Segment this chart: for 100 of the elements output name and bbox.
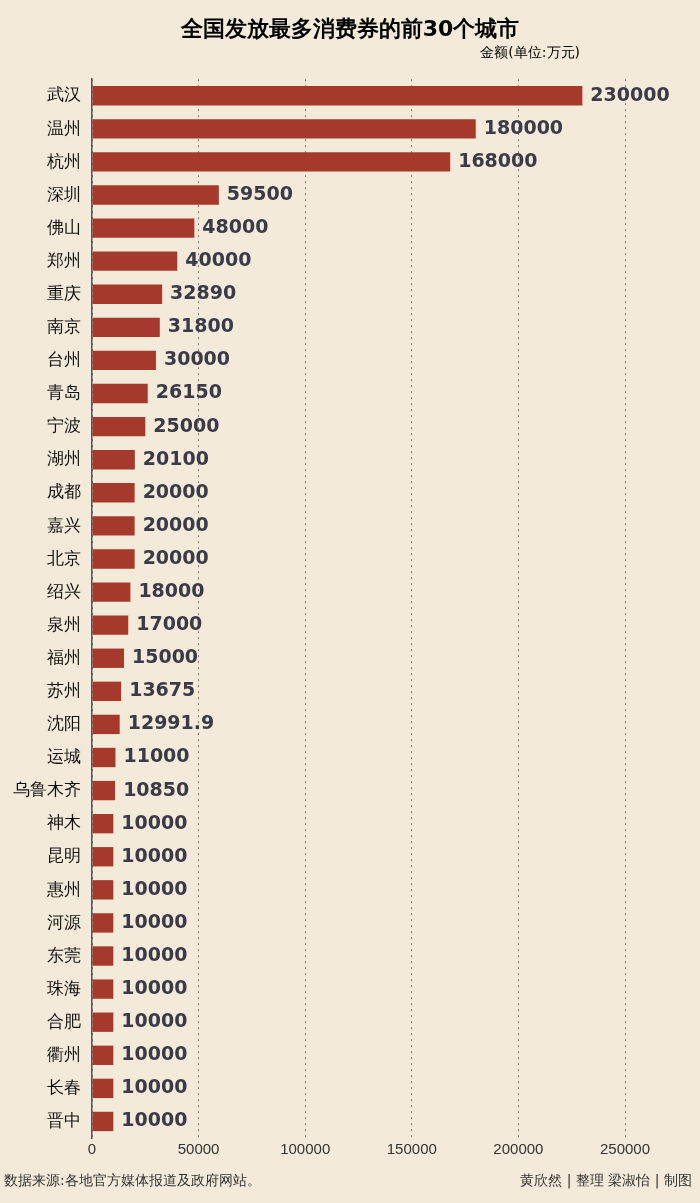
- y-tick-label: 运城: [47, 747, 81, 767]
- bar: [92, 284, 163, 304]
- bar: [92, 350, 156, 371]
- data-label: 59500: [226, 181, 293, 204]
- data-label: 10000: [121, 843, 188, 866]
- data-label: 10000: [121, 976, 188, 999]
- bar: [92, 383, 148, 404]
- data-label: 10000: [121, 1042, 188, 1065]
- y-tick-label: 青岛: [47, 383, 81, 403]
- bar: [92, 813, 114, 834]
- bar: [92, 913, 114, 933]
- bar: [92, 416, 146, 437]
- y-tick-label: 深圳: [47, 184, 81, 204]
- y-tick-label: 武汉: [47, 85, 81, 105]
- y-tick-label: 重庆: [47, 283, 81, 303]
- data-label: 20000: [142, 479, 209, 502]
- y-tick-label: 神木: [47, 813, 81, 833]
- y-tick-label: 福州: [47, 647, 81, 667]
- y-tick-label: 昆明: [47, 846, 81, 866]
- bar: [92, 1045, 114, 1065]
- y-tick-label: 长春: [47, 1078, 81, 1098]
- y-tick-label: 沈阳: [47, 714, 81, 734]
- data-label: 11000: [123, 744, 190, 767]
- bar: [92, 1012, 114, 1032]
- bar: [92, 185, 219, 205]
- bar: [92, 152, 451, 172]
- data-label: 20000: [142, 512, 209, 535]
- data-label: 26150: [155, 380, 222, 403]
- y-tick-label: 佛山: [47, 217, 81, 237]
- y-tick-label: 合肥: [47, 1011, 81, 1031]
- data-label: 12991.9: [127, 711, 215, 734]
- data-label: 20000: [142, 545, 209, 568]
- bar: [92, 516, 135, 536]
- bar: [92, 780, 116, 801]
- y-tick-label: 泉州: [47, 614, 81, 634]
- data-label: 48000: [202, 215, 269, 238]
- bar: [92, 483, 135, 503]
- data-label: 18000: [138, 578, 205, 601]
- data-label: 230000: [590, 82, 670, 105]
- bar: [92, 582, 131, 602]
- x-tick-label: 50000: [177, 1140, 220, 1158]
- y-tick-label: 惠州: [46, 879, 81, 899]
- y-tick-label: 晋中: [47, 1111, 81, 1131]
- bar: [92, 1078, 114, 1099]
- y-tick-label: 郑州: [47, 250, 81, 270]
- data-label: 32890: [170, 281, 237, 304]
- y-tick-label: 温州: [47, 118, 81, 138]
- chart-title: 全国发放最多消费券的前30个城市: [179, 15, 521, 43]
- data-label: 10000: [121, 909, 188, 932]
- data-label: 10000: [121, 1075, 188, 1098]
- y-tick-label: 北京: [47, 548, 81, 568]
- data-label: 168000: [458, 148, 538, 171]
- bar: [92, 714, 120, 735]
- data-label: 10000: [121, 1108, 188, 1131]
- y-tick-label: 乌鲁木齐: [13, 780, 81, 800]
- bar: [92, 615, 129, 635]
- data-label: 10850: [123, 777, 190, 800]
- data-label: 10000: [121, 810, 188, 833]
- bar: [92, 1111, 114, 1132]
- data-label: 25000: [153, 413, 220, 436]
- data-label: 13675: [129, 678, 196, 701]
- x-tick-label: 100000: [280, 1140, 331, 1158]
- chart-subtitle: 金额(单位:万元): [479, 44, 581, 62]
- y-tick-label: 成都: [47, 482, 81, 502]
- x-tick-label: 200000: [493, 1140, 544, 1158]
- data-label: 40000: [185, 248, 252, 271]
- data-label: 10000: [121, 1009, 188, 1032]
- y-tick-label: 嘉兴: [47, 515, 81, 535]
- y-tick-label: 绍兴: [47, 581, 81, 601]
- bar: [92, 119, 476, 139]
- bar: [92, 747, 116, 768]
- bar: [92, 549, 135, 569]
- data-label: 30000: [163, 347, 231, 370]
- data-label: 10000: [121, 876, 188, 899]
- bar: [92, 251, 178, 271]
- bar: [92, 847, 114, 867]
- y-tick-label: 东莞: [47, 945, 81, 965]
- data-label: 10000: [121, 942, 188, 965]
- bar: [92, 979, 114, 999]
- x-tick-label: 150000: [386, 1140, 437, 1158]
- data-label: 20100: [142, 446, 209, 469]
- x-tick-label: 0: [87, 1140, 97, 1158]
- y-tick-label: 杭州: [46, 151, 81, 171]
- data-label: 17000: [136, 612, 203, 635]
- bar: [92, 880, 114, 900]
- y-tick-label: 南京: [47, 317, 81, 337]
- data-label: 31800: [167, 314, 234, 337]
- data-label: 15000: [131, 645, 199, 668]
- source-note: 数据来源:各地官方媒体报道及政府网站。: [4, 1172, 261, 1190]
- text: 黄欣然 | 整理 梁淑怡 | 制图: [520, 1172, 692, 1190]
- y-tick-label: 衢州: [47, 1044, 81, 1064]
- y-tick-label: 苏州: [47, 681, 81, 701]
- y-tick-label: 河源: [47, 912, 81, 932]
- x-tick-label: 250000: [599, 1140, 651, 1158]
- bar: [92, 648, 124, 668]
- bar: [92, 317, 160, 338]
- bar: [92, 450, 135, 470]
- bar: [92, 681, 122, 701]
- data-label: 180000: [483, 115, 564, 138]
- bar: [92, 218, 195, 238]
